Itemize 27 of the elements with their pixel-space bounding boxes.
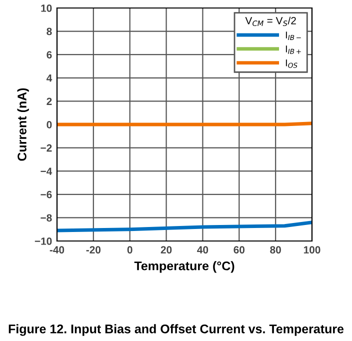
legend-title: V$_{CM}$ = V$_{S}$/2: [245, 16, 296, 26]
text: Figure 12. Input Bias and Offset Current vs. Temperature: [8, 324, 344, 336]
y-tick-label: 0: [46, 121, 52, 128]
y-tick-label: −10: [34, 238, 52, 245]
x-tick-label: 0: [127, 246, 132, 254]
x-tick-label: 20: [160, 246, 172, 254]
x-axis-title: Temperature (°C): [134, 261, 234, 273]
x-tick-label: 80: [270, 246, 281, 254]
y-tick-label: 6: [46, 51, 52, 58]
legend-label: I$_{OS}$: [286, 60, 298, 68]
y-tick-label: −2: [40, 144, 52, 152]
y-tick-label: 10: [41, 4, 52, 12]
y-tick-label: −6: [40, 190, 52, 198]
y-tick-label: 4: [46, 74, 52, 82]
x-tick-label: -40: [50, 246, 64, 254]
x-tick-label: -20: [86, 246, 101, 254]
y-tick-label: 8: [46, 28, 52, 36]
line-series: [57, 220, 312, 232]
legend-label: I$_{IB+}$: [286, 46, 301, 54]
x-tick-label: 40: [197, 246, 208, 254]
y-tick-label: 2: [46, 98, 52, 105]
x-tick-label: 60: [234, 246, 245, 254]
y-axis-title: Current (nA): [17, 88, 29, 161]
x-tick-label: 100: [304, 246, 320, 254]
y-tick-label: −8: [40, 214, 52, 222]
legend-label: I$_{IB−}$: [286, 32, 301, 40]
y-tick-label: −4: [40, 168, 52, 175]
